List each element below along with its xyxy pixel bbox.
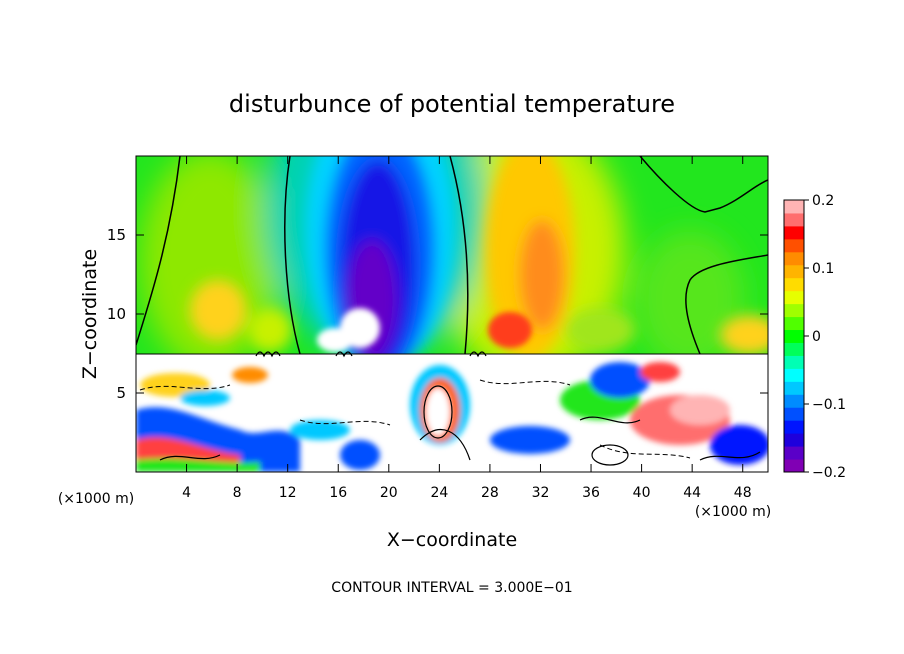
x-tick-label: 40 bbox=[633, 485, 651, 501]
colorbar-swatch bbox=[784, 303, 804, 318]
colorbar-swatch bbox=[784, 290, 804, 305]
colorbar-swatch bbox=[784, 446, 804, 460]
colorbar-swatch bbox=[784, 368, 804, 382]
x-tick-label: 28 bbox=[481, 485, 499, 501]
x-tick-label: 12 bbox=[279, 485, 297, 501]
lower-field bbox=[136, 354, 768, 472]
x-axis: 4 8 12 16 20 24 28 32 36 40 44 48 bbox=[182, 156, 752, 501]
y-tick-label: 5 bbox=[116, 384, 126, 402]
x-tick-label: 36 bbox=[582, 485, 600, 501]
colorbar-swatch bbox=[784, 459, 804, 473]
x-axis-label: X−coordinate bbox=[387, 529, 517, 551]
contour-interval-note: CONTOUR INTERVAL = 3.000E−01 bbox=[331, 580, 572, 596]
x-axis-unit-right: (×1000 m) bbox=[695, 504, 771, 520]
x-tick-label: 48 bbox=[734, 485, 752, 501]
colorbar-swatch bbox=[784, 212, 804, 227]
x-tick-label: 20 bbox=[380, 485, 398, 501]
x-tick-label: 24 bbox=[430, 485, 448, 501]
colorbar-swatch bbox=[784, 394, 804, 408]
colorbar: 0.2 0.1 0 −0.1 −0.2 bbox=[783, 193, 846, 481]
colorbar-swatch bbox=[784, 355, 804, 369]
colorbar-tick-label: 0 bbox=[812, 329, 821, 345]
colorbar-swatch bbox=[784, 238, 804, 253]
colorbar-swatch bbox=[784, 200, 804, 214]
colorbar-swatch bbox=[784, 407, 804, 421]
colorbar-tick-label: −0.2 bbox=[812, 465, 846, 481]
x-tick-label: 44 bbox=[683, 485, 701, 501]
colorbar-swatch bbox=[784, 433, 804, 447]
colorbar-swatch bbox=[784, 225, 804, 240]
colorbar-tick-label: 0.2 bbox=[812, 193, 834, 209]
chart-title: disturbunce of potential temperature bbox=[229, 90, 675, 118]
y-axis: 5 10 15 bbox=[107, 226, 768, 402]
colorbar-tick-label: 0.1 bbox=[812, 261, 834, 277]
colorbar-swatch bbox=[784, 329, 804, 343]
colorbar-swatch bbox=[784, 342, 804, 356]
x-axis-unit-left: (×1000 m) bbox=[58, 491, 134, 507]
y-tick-label: 10 bbox=[107, 305, 126, 323]
colorbar-swatch bbox=[784, 251, 804, 266]
x-tick-label: 16 bbox=[329, 485, 347, 501]
colorbar-swatch bbox=[784, 277, 804, 292]
colorbar-tick-label: −0.1 bbox=[812, 397, 846, 413]
colorbar-swatch bbox=[784, 420, 804, 434]
colorbar-swatch bbox=[784, 381, 804, 395]
colorbar-swatch bbox=[784, 316, 804, 331]
x-tick-label: 8 bbox=[233, 485, 242, 501]
colorbar-swatch bbox=[784, 264, 804, 279]
x-tick-label: 32 bbox=[532, 485, 550, 501]
plot-area bbox=[135, 155, 769, 473]
y-axis-label: Z−coordinate bbox=[79, 249, 101, 379]
y-tick-label: 15 bbox=[107, 226, 126, 244]
upper-field bbox=[136, 156, 768, 354]
x-tick-label: 4 bbox=[182, 485, 191, 501]
